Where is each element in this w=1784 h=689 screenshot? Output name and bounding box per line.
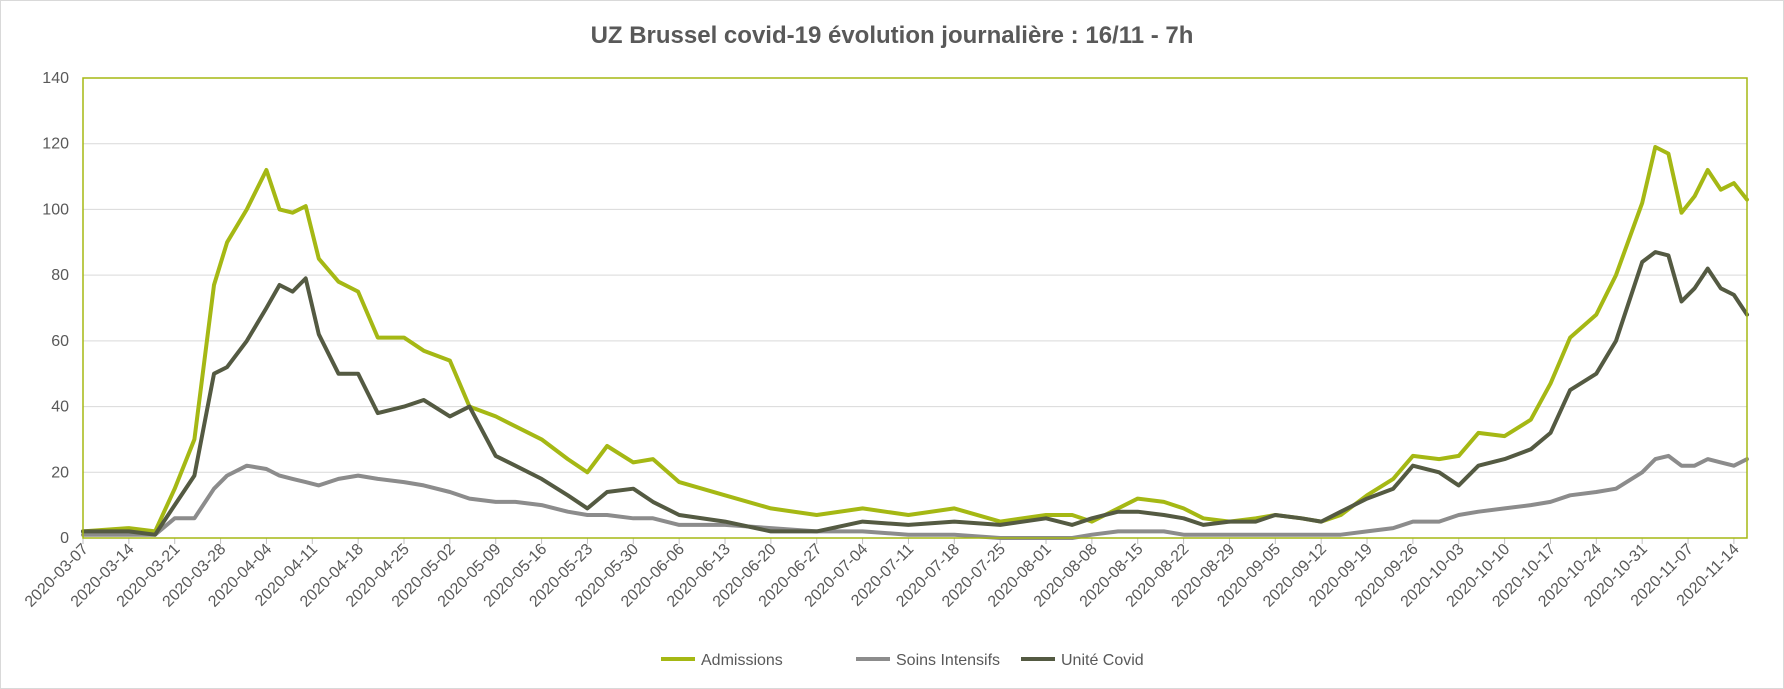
y-tick-label: 120 — [42, 136, 69, 153]
series-line-admissions — [81, 145, 1749, 534]
gridlines — [83, 143, 1747, 473]
series-lines — [81, 145, 1749, 540]
y-tick-label: 140 — [42, 70, 69, 87]
legend-label: Soins Intensifs — [896, 652, 1000, 669]
y-tick-label: 40 — [51, 399, 69, 416]
legend: Admissions Soins Intensifs Unité Covid — [661, 652, 1144, 669]
chart-title: UZ Brussel covid-19 évolution journalièr… — [591, 22, 1194, 49]
y-axis-ticks: 0 20 40 60 80 100 120 140 — [42, 70, 69, 547]
plot-area-border — [82, 77, 1748, 539]
x-axis-ticks: 2020-03-072020-03-142020-03-212020-03-28… — [22, 538, 1743, 611]
y-tick-label: 100 — [42, 201, 69, 218]
legend-label: Unité Covid — [1061, 652, 1144, 669]
series-line-unit-covid — [81, 250, 1749, 537]
y-tick-label: 0 — [60, 530, 69, 547]
y-tick-label: 80 — [51, 267, 69, 284]
y-tick-label: 60 — [51, 333, 69, 350]
y-tick-label: 20 — [51, 464, 69, 481]
legend-label: Admissions — [701, 652, 783, 669]
